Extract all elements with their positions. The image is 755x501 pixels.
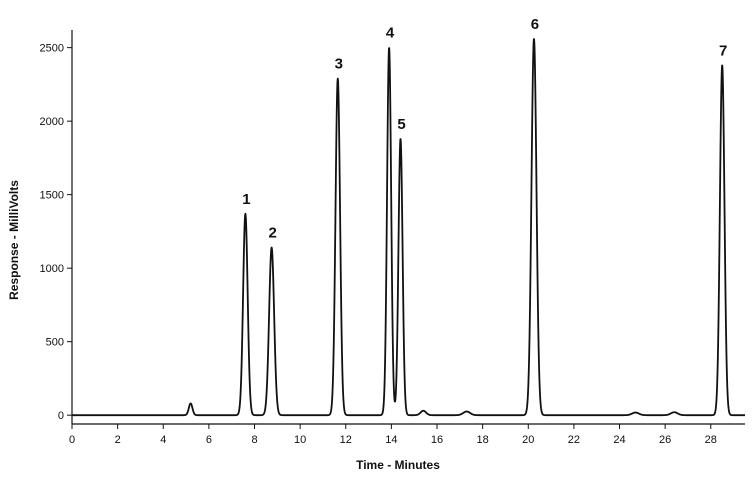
- peak-label-1: 1: [242, 191, 250, 208]
- peak-labels: 1 2 3 4 5 6 7: [242, 16, 727, 242]
- x-tick-label: 26: [659, 434, 671, 446]
- chromatogram-trace: [71, 38, 746, 417]
- x-tick-label: 8: [251, 434, 257, 446]
- y-axis-ticks: 0 500 1000 1500 2000 2500: [40, 43, 72, 422]
- x-tick-label: 12: [340, 434, 352, 446]
- peak-label-5: 5: [397, 116, 405, 133]
- peak-label-2: 2: [268, 225, 276, 242]
- x-tick-label: 24: [613, 434, 625, 446]
- peak-label-3: 3: [335, 56, 343, 73]
- x-tick-label: 2: [115, 434, 121, 446]
- x-tick-label: 20: [522, 434, 534, 446]
- x-tick-label: 4: [160, 434, 166, 446]
- y-tick-label: 500: [46, 337, 64, 349]
- y-tick-label: 2500: [40, 43, 64, 55]
- x-tick-label: 14: [385, 434, 397, 446]
- x-tick-label: 18: [477, 434, 489, 446]
- x-axis-label: Time - Minutes: [356, 458, 440, 472]
- peak-label-7: 7: [719, 42, 727, 59]
- y-axis-label: Response - MilliVolts: [7, 180, 21, 300]
- x-tick-label: 10: [294, 434, 306, 446]
- x-axis-ticks: 0 2 4 6 8 10 12 14 16 18 20 22 24 26 28: [69, 424, 717, 446]
- y-tick-label: 1000: [40, 263, 64, 275]
- x-tick-label: 16: [431, 434, 443, 446]
- x-tick-label: 28: [705, 434, 717, 446]
- y-tick-label: 0: [58, 410, 64, 422]
- peak-label-6: 6: [531, 16, 539, 33]
- y-tick-label: 2000: [40, 116, 64, 128]
- x-tick-label: 0: [69, 434, 75, 446]
- x-tick-label: 6: [206, 434, 212, 446]
- x-tick-label: 22: [568, 434, 580, 446]
- axes: [71, 30, 745, 425]
- peak-label-4: 4: [386, 25, 395, 42]
- y-tick-label: 1500: [40, 190, 64, 202]
